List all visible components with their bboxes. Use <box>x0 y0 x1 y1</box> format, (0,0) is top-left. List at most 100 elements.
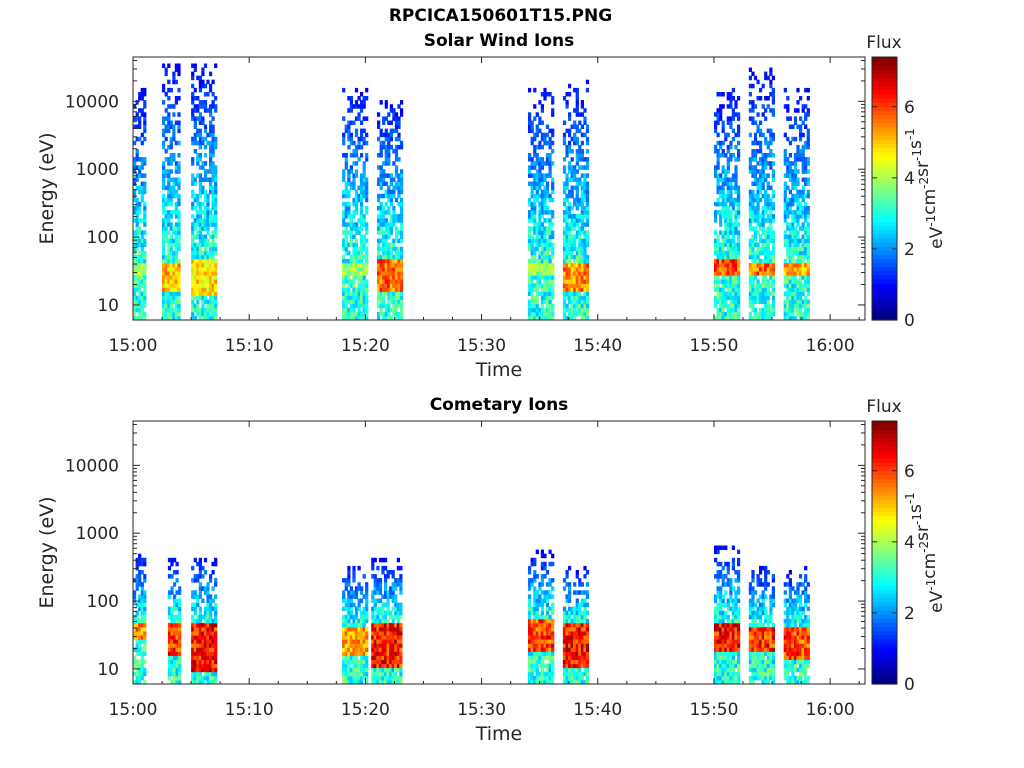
spectrogram-cell <box>565 234 569 239</box>
spectrogram-cell <box>714 165 718 170</box>
spectrogram-cell <box>791 226 795 231</box>
spectrogram-cell <box>394 234 399 239</box>
spectrogram-cell <box>193 246 197 252</box>
spectrogram-cell <box>716 263 720 268</box>
spectrogram-cell <box>133 659 137 665</box>
spectrogram-cell <box>389 201 393 207</box>
spectrogram-cell <box>198 565 202 571</box>
spectrogram-cell <box>198 128 202 134</box>
spectrogram-cell <box>371 618 375 624</box>
spectrogram-cell <box>140 263 144 268</box>
spectrogram-cell <box>806 210 810 215</box>
spectrogram-cell <box>400 238 404 244</box>
spectrogram-cell <box>362 659 366 665</box>
spectrogram-cell <box>352 631 356 636</box>
spectrogram-cell <box>175 651 179 656</box>
spectrogram-cell <box>538 140 542 146</box>
spectrogram-cell <box>357 291 361 296</box>
spectrogram-cell <box>349 622 353 628</box>
spectrogram-cell <box>580 315 584 321</box>
spectrogram-cell <box>394 606 398 612</box>
spectrogram-cell <box>535 238 539 244</box>
spectrogram-cell <box>801 210 805 215</box>
spectrogram-cell <box>548 279 552 284</box>
spectrogram-cell <box>397 254 401 260</box>
spectrogram-cell <box>729 92 733 97</box>
spectrogram-cell <box>387 149 391 154</box>
spectrogram-cell <box>206 627 210 632</box>
spectrogram-cell <box>538 177 542 182</box>
spectrogram-cell <box>198 667 202 673</box>
spectrogram-cell <box>357 250 361 256</box>
spectrogram-cell <box>209 132 213 138</box>
spectrogram-cell <box>143 279 147 284</box>
spectrogram-cell <box>583 157 587 162</box>
spectrogram-cell <box>753 132 758 138</box>
spectrogram-cell <box>764 173 768 178</box>
spectrogram-cell <box>548 287 552 292</box>
spectrogram-cell <box>726 246 730 252</box>
spectrogram-cell <box>357 311 361 317</box>
spectrogram-cell <box>769 210 773 215</box>
spectrogram-cell <box>806 108 810 113</box>
spectrogram-cell <box>396 651 400 656</box>
spectrogram-cell <box>211 242 215 248</box>
spectrogram-cell <box>193 250 197 256</box>
spectrogram-cell <box>138 631 142 636</box>
spectrogram-cell <box>804 124 808 129</box>
spectrogram-cell <box>729 124 733 129</box>
spectrogram-cell <box>726 157 730 162</box>
spectrogram-cell <box>135 578 139 583</box>
spectrogram-cell <box>357 303 361 309</box>
spectrogram-cell <box>360 214 364 219</box>
spectrogram-cell <box>748 108 752 113</box>
spectrogram-cell <box>716 254 720 260</box>
spectrogram-cell <box>342 627 346 632</box>
spectrogram-cell <box>360 679 364 685</box>
spectrogram-cell <box>349 279 353 284</box>
spectrogram-cell <box>354 606 359 612</box>
spectrogram-cell <box>753 287 758 292</box>
spectrogram-cell <box>575 161 579 166</box>
spectrogram-cell <box>533 287 537 292</box>
spectrogram-cell <box>143 181 147 186</box>
spectrogram-cell <box>198 283 202 288</box>
spectrogram-cell <box>737 222 741 227</box>
spectrogram-cell <box>538 193 542 199</box>
spectrogram-cell <box>585 275 590 280</box>
spectrogram-cell <box>214 594 218 599</box>
spectrogram-cell <box>573 311 577 317</box>
spectrogram-cell <box>203 124 208 129</box>
spectrogram-cell <box>804 315 808 321</box>
spectrogram-cell <box>198 136 202 142</box>
spectrogram-cell <box>793 291 798 296</box>
spectrogram-cell <box>580 201 584 207</box>
spectrogram-cell <box>394 144 399 150</box>
spectrogram-cell <box>381 675 385 681</box>
spectrogram-cell <box>804 295 808 301</box>
spectrogram-cell <box>201 627 205 632</box>
spectrogram-cell <box>140 96 144 101</box>
spectrogram-cell <box>786 201 790 207</box>
spectrogram-cell <box>548 307 552 313</box>
spectrogram-cell <box>198 627 202 632</box>
spectrogram-cell <box>528 679 532 685</box>
spectrogram-cell <box>583 258 587 264</box>
spectrogram-cell <box>548 311 552 317</box>
spectrogram-cell <box>756 169 760 174</box>
spectrogram-cell <box>719 92 723 97</box>
spectrogram-cell <box>376 679 380 685</box>
spectrogram-cell <box>373 618 377 624</box>
spectrogram-cell <box>568 242 572 248</box>
spectrogram-cell <box>193 177 197 182</box>
spectrogram-cell <box>193 627 197 632</box>
spectrogram-cell <box>535 574 539 579</box>
spectrogram-cell <box>172 79 176 85</box>
spectrogram-cell <box>164 295 168 301</box>
spectrogram-cell <box>771 283 775 288</box>
spectrogram-cell <box>201 226 205 231</box>
spectrogram-cell <box>196 132 200 138</box>
spectrogram-cell <box>783 189 787 195</box>
spectrogram-cell <box>362 643 366 648</box>
spectrogram-cell <box>140 295 144 301</box>
